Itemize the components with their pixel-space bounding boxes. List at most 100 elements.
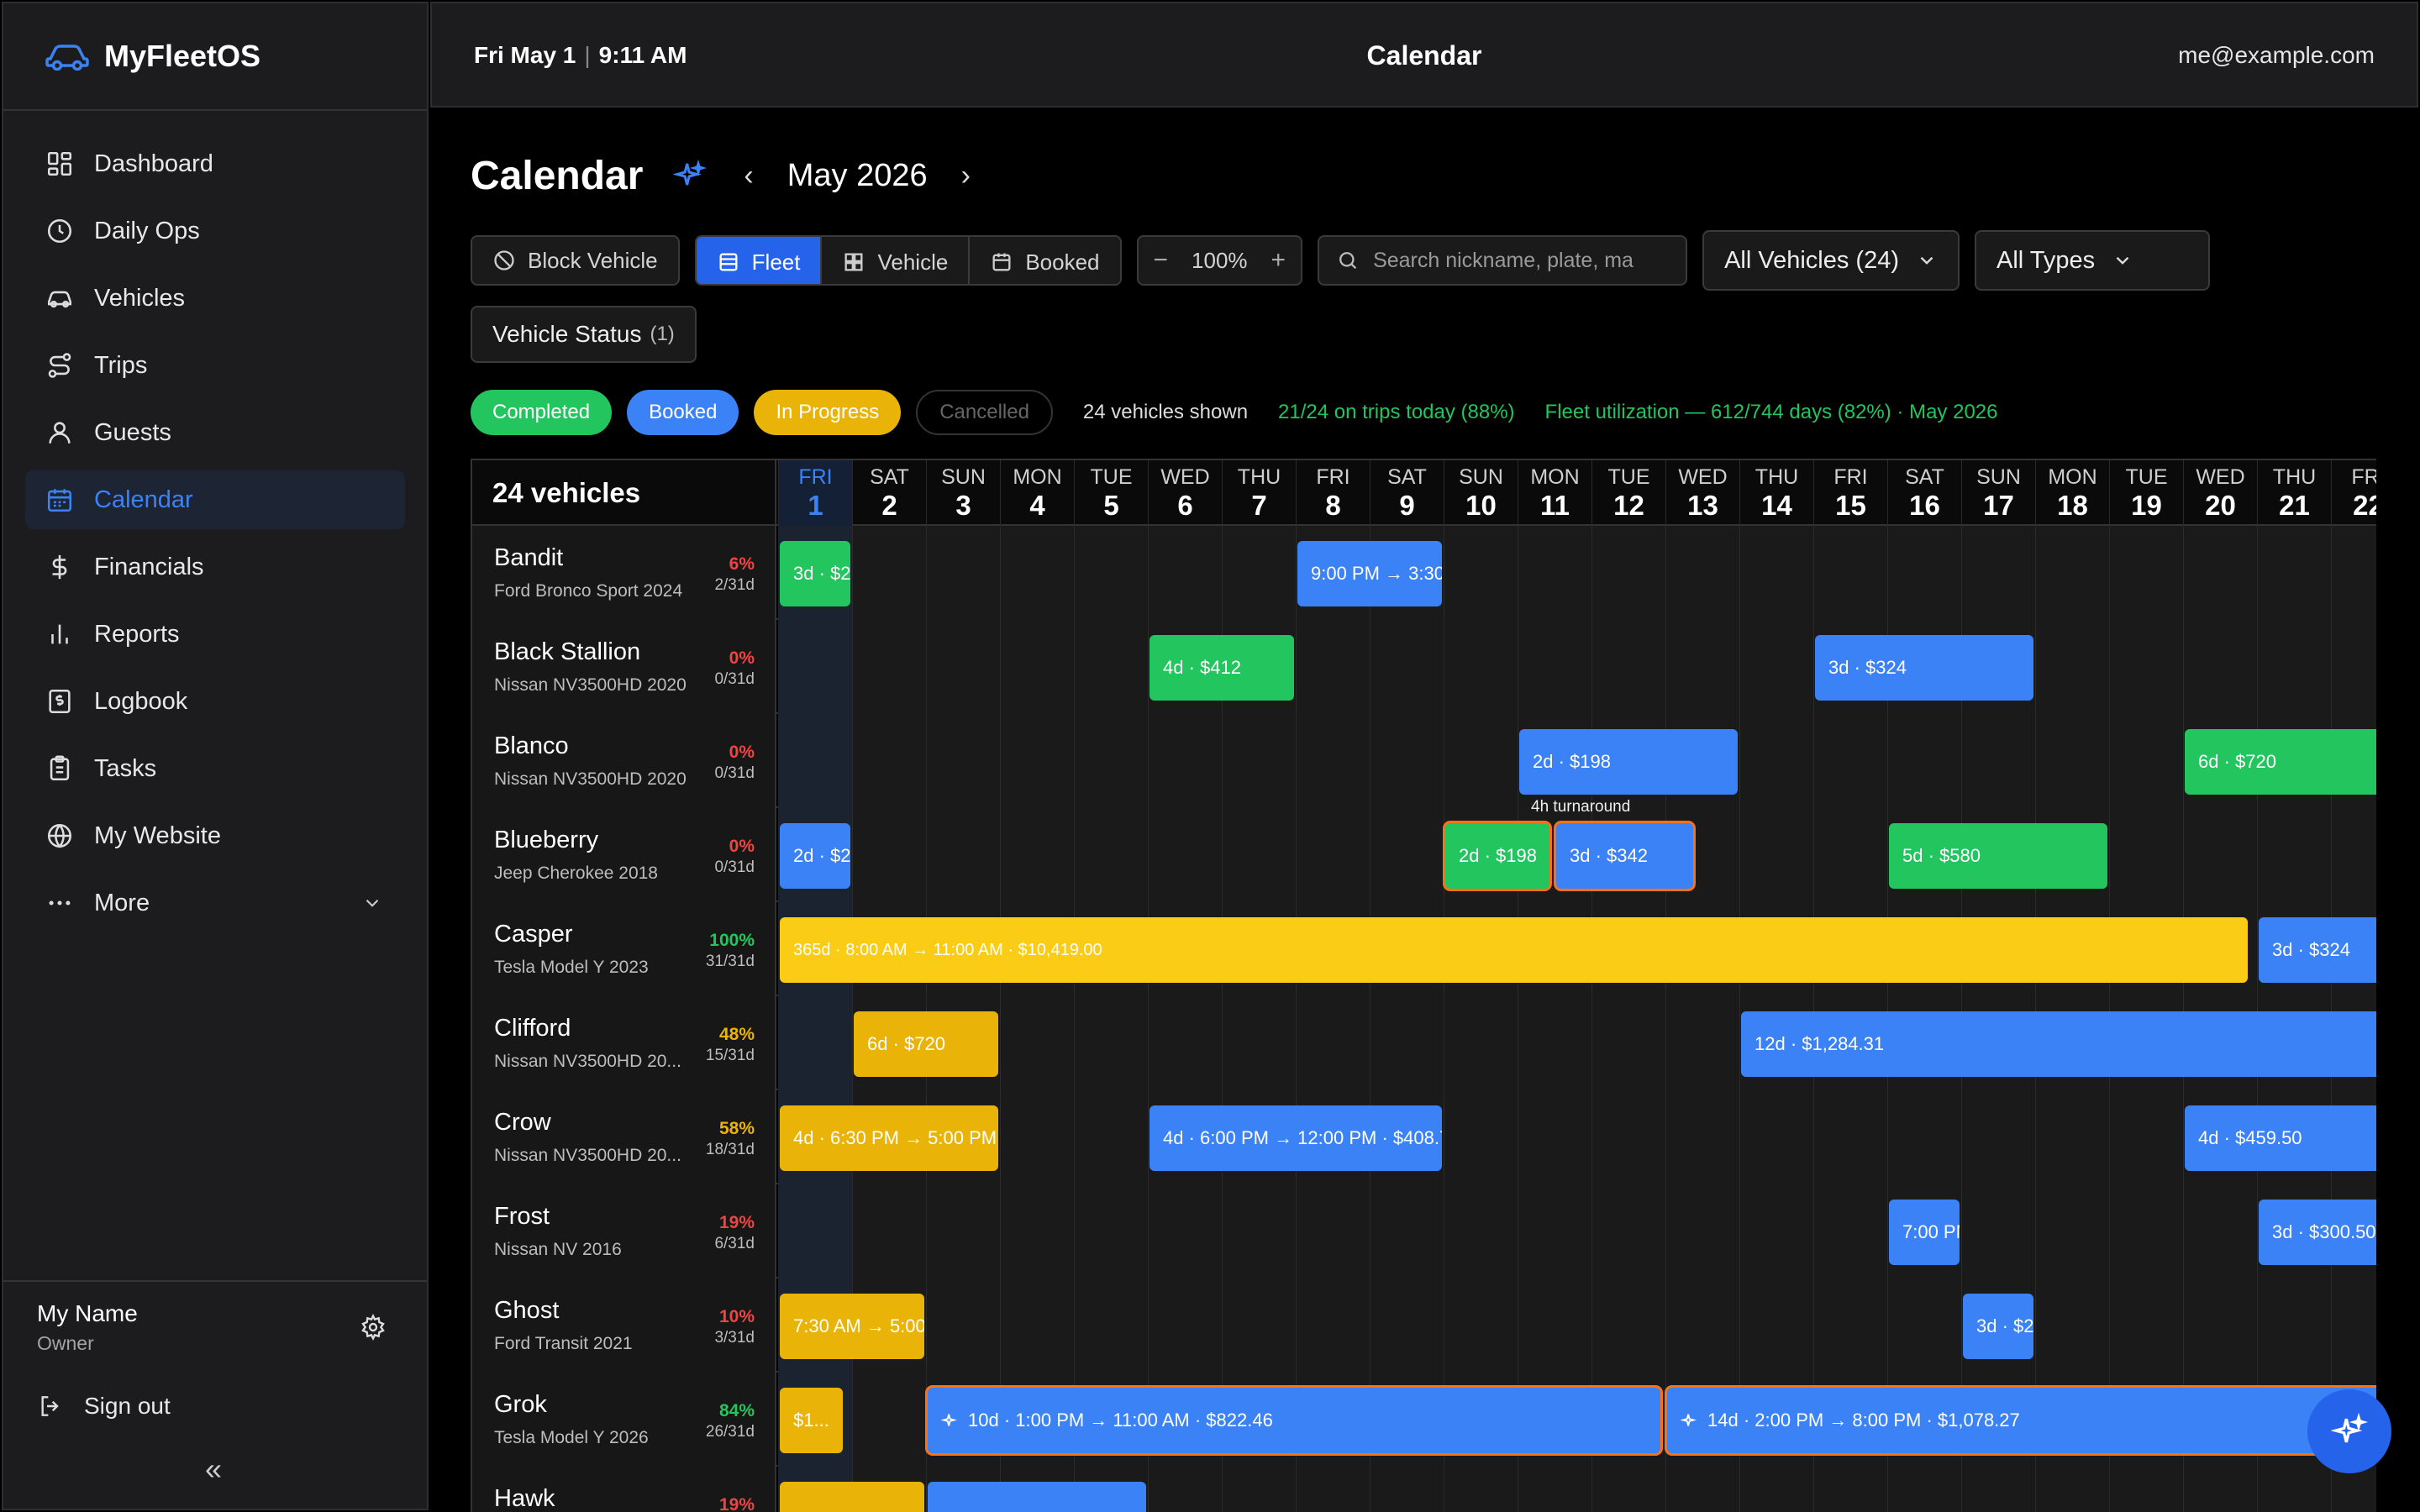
trip-bar[interactable]: 7:30 AM → 5:00 PM	[780, 1294, 924, 1359]
day-cells[interactable]: 4d · 6:30 PM → 5:00 PM · $45... 4d · 6:00…	[778, 1090, 2376, 1184]
trip-bar[interactable]: 2d · $198	[1519, 729, 1738, 795]
day-header-12[interactable]: TUE 12	[1591, 460, 1665, 526]
trip-bar[interactable]: $1...	[780, 1388, 844, 1453]
gear-icon[interactable]	[360, 1314, 387, 1341]
view-vehicle-button[interactable]: Vehicle	[822, 237, 971, 284]
legend-in-progress[interactable]: In Progress	[754, 390, 902, 435]
day-header-15[interactable]: FRI 15	[1813, 460, 1887, 526]
day-cells[interactable]: 365d · 8:00 AM → 11:00 AM · $10,419.00 3d…	[778, 902, 2376, 996]
sidebar-item-trips[interactable]: Trips	[25, 336, 405, 395]
trip-bar[interactable]: 3d · $284	[1963, 1294, 2033, 1359]
day-header-22[interactable]: FRI22	[2331, 460, 2376, 526]
sidebar-item-dashboard[interactable]: Dashboard	[25, 134, 405, 193]
vehicle-info[interactable]: Crow Nissan NV3500HD 20... 58% 18/31d	[472, 1090, 776, 1184]
trip-bar[interactable]: 3d · $324	[1815, 635, 2033, 701]
vehicle-info[interactable]: Casper Tesla Model Y 2023 100% 31/31d	[472, 902, 776, 996]
day-header-20[interactable]: WED 20	[2183, 460, 2257, 526]
trip-bar[interactable]: 14d · 2:00 PM → 8:00 PM · $1,078.27	[1667, 1388, 2376, 1453]
trip-bar[interactable]: 9:00 PM → 3:30 PM	[1297, 541, 1442, 606]
vehicle-info[interactable]: Black Stallion Nissan NV3500HD 2020 0% 0/31…	[472, 620, 776, 714]
trip-bar[interactable]: 6d · $720	[854, 1011, 998, 1077]
trip-bar[interactable]: 3d · $300.50	[2259, 1200, 2376, 1265]
sidebar-item-daily-ops[interactable]: Daily Ops	[25, 202, 405, 260]
day-header-14[interactable]: THU 14	[1739, 460, 1813, 526]
day-header-8[interactable]: FRI 8	[1296, 460, 1370, 526]
trip-bar[interactable]: 3d · $284	[780, 541, 850, 606]
day-cells[interactable]: 7:30 AM → 5:00 PM 3d · $284	[778, 1278, 2376, 1373]
legend-cancelled[interactable]: Cancelled	[916, 390, 1053, 435]
sidebar-item-financials[interactable]: Financials	[25, 538, 405, 596]
day-header-21[interactable]: THU 21	[2257, 460, 2331, 526]
trip-bar[interactable]: 10d · 1:00 PM → 11:00 AM · $822.46	[928, 1388, 1660, 1453]
day-cells[interactable]: 4d · $412 3d · $324	[778, 620, 2376, 714]
day-header-7[interactable]: THU 7	[1222, 460, 1296, 526]
zoom-out-button[interactable]: −	[1153, 246, 1169, 274]
trip-bar[interactable]: 4d · 6:00 PM → 12:00 PM · $408.74	[1150, 1105, 1442, 1171]
day-cells[interactable]	[778, 1467, 2376, 1512]
day-header-19[interactable]: TUE 19	[2109, 460, 2183, 526]
vehicle-info[interactable]: Blueberry Jeep Cherokee 2018 0% 0/31d	[472, 808, 776, 902]
sidebar-item-guests[interactable]: Guests	[25, 403, 405, 462]
trip-bar[interactable]: 5d · $580	[1889, 823, 2107, 889]
sidebar-item-more[interactable]: More	[25, 874, 405, 932]
account-email[interactable]: me@example.com	[2178, 42, 2375, 68]
legend-booked[interactable]: Booked	[627, 390, 739, 435]
sidebar-item-calendar[interactable]: Calendar	[25, 470, 405, 529]
vehicle-info[interactable]: Hawk 19%	[472, 1467, 776, 1512]
day-header-13[interactable]: WED 13	[1665, 460, 1739, 526]
trip-bar[interactable]: 4d · $412	[1150, 635, 1294, 701]
day-cells[interactable]: 2d · $244 2d · $198 3d · $342 4h turnaround…	[778, 798, 2376, 902]
trip-bar[interactable]: 3d · $324	[2259, 917, 2376, 983]
zoom-in-button[interactable]: +	[1270, 246, 1286, 274]
day-header-6[interactable]: WED 6	[1148, 460, 1222, 526]
day-header-2[interactable]: SAT 2	[852, 460, 926, 526]
prev-month-button[interactable]: ‹	[744, 160, 754, 192]
types-filter-dropdown[interactable]: All Types	[1975, 230, 2210, 291]
vehicle-info[interactable]: Ghost Ford Transit 2021 10% 3/31d	[472, 1278, 776, 1373]
day-header-1[interactable]: FRI 1	[778, 460, 852, 526]
trip-bar[interactable]: 3d · $342	[1556, 823, 1694, 889]
trip-bar[interactable]: 4d · $459.50	[2185, 1105, 2376, 1171]
day-cells[interactable]: 2d · $198 6d · $720	[778, 714, 2376, 808]
trip-bar[interactable]: 4d · 6:30 PM → 5:00 PM · $45...	[780, 1105, 998, 1171]
view-fleet-button[interactable]: Fleet	[696, 237, 823, 284]
vehicle-info[interactable]: Blanco Nissan NV3500HD 2020 0% 0/31d	[472, 714, 776, 808]
sign-out-button[interactable]: Sign out	[37, 1393, 171, 1420]
user-profile[interactable]: My Name Owner	[37, 1300, 138, 1355]
ai-assistant-button[interactable]	[2307, 1389, 2391, 1473]
sidebar-item-vehicles[interactable]: Vehicles	[25, 269, 405, 328]
sidebar-item-my-website[interactable]: My Website	[25, 806, 405, 865]
legend-completed[interactable]: Completed	[471, 390, 613, 435]
trip-bar[interactable]: 365d · 8:00 AM → 11:00 AM · $10,419.00	[780, 917, 2249, 983]
day-cells[interactable]: 3d · $284 9:00 PM → 3:30 PM	[778, 526, 2376, 620]
vehicle-info[interactable]: Frost Nissan NV 2016 19% 6/31d	[472, 1184, 776, 1278]
day-cells[interactable]: 6d · $720 12d · $1,284.31	[778, 996, 2376, 1090]
trip-bar[interactable]	[928, 1482, 1146, 1512]
sidebar-item-tasks[interactable]: Tasks	[25, 739, 405, 798]
trip-bar[interactable]: 12d · $1,284.31	[1741, 1011, 2376, 1077]
trip-bar[interactable]: 7:00 PM → ...	[1889, 1200, 1960, 1265]
view-booked-button[interactable]: Booked	[970, 237, 1120, 284]
day-header-18[interactable]: MON 18	[2035, 460, 2109, 526]
day-header-5[interactable]: TUE 5	[1074, 460, 1148, 526]
vehicle-info[interactable]: Grok Tesla Model Y 2026 84% 26/31d	[472, 1373, 776, 1467]
vehicles-filter-dropdown[interactable]: All Vehicles (24)	[1702, 230, 1960, 291]
sidebar-item-logbook[interactable]: Logbook	[25, 672, 405, 731]
trip-bar[interactable]	[780, 1482, 924, 1512]
day-header-17[interactable]: SUN 17	[1961, 460, 2035, 526]
day-header-3[interactable]: SUN 3	[926, 460, 1000, 526]
brand[interactable]: MyFleetOS	[3, 3, 427, 111]
vehicle-status-filter[interactable]: Vehicle Status (1)	[471, 306, 697, 363]
search-input[interactable]	[1373, 248, 1660, 273]
trip-bar[interactable]: 2d · $198	[1445, 823, 1549, 889]
day-header-10[interactable]: SUN 10	[1444, 460, 1518, 526]
trip-bar[interactable]: 2d · $244	[780, 823, 850, 889]
trip-bar[interactable]: 6d · $720	[2185, 729, 2376, 795]
sidebar-item-reports[interactable]: Reports	[25, 605, 405, 664]
sparkle-icon[interactable]	[673, 159, 708, 193]
collapse-sidebar-button[interactable]: «	[205, 1452, 223, 1486]
vehicle-info[interactable]: Bandit Ford Bronco Sport 2024 6% 2/31d	[472, 526, 776, 620]
day-header-11[interactable]: MON 11	[1518, 460, 1591, 526]
day-header-4[interactable]: MON 4	[1000, 460, 1074, 526]
vehicle-info[interactable]: Clifford Nissan NV3500HD 20... 48% 15/31d	[472, 996, 776, 1090]
